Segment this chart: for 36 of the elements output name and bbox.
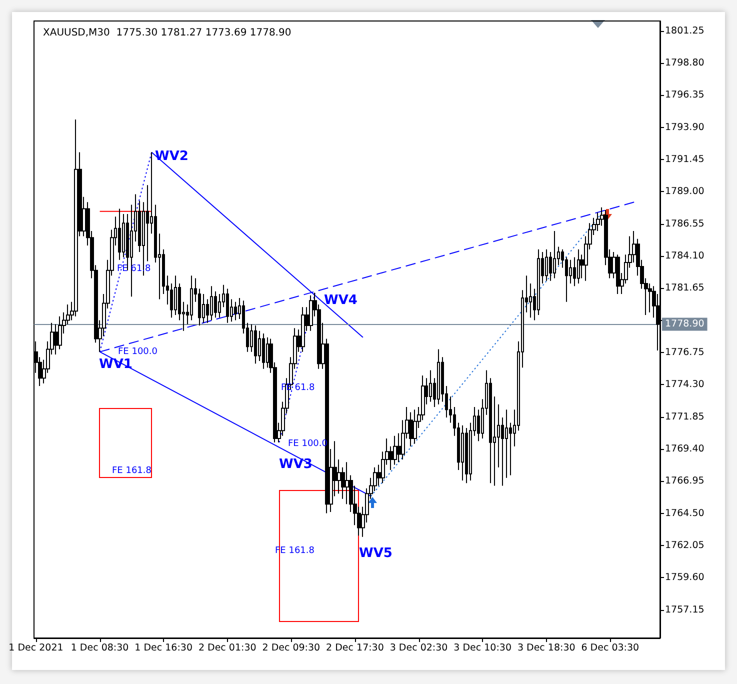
y-tick-label: 1764.50	[665, 508, 704, 519]
y-tick-label: 1781.65	[665, 282, 704, 294]
y-tick-label: 1791.45	[665, 154, 704, 165]
x-tick-label: 3 Dec 02:30	[390, 642, 448, 654]
x-tick-label: 3 Dec 18:30	[517, 642, 576, 654]
y-tick-label: 1771.85	[665, 411, 704, 422]
annotation: WV4	[324, 293, 358, 308]
annotation: WV2	[155, 149, 188, 164]
y-tick-label: 1759.60	[665, 572, 704, 584]
annotation: WV5	[359, 546, 392, 561]
y-tick-label: 1762.05	[665, 540, 704, 551]
annotation: FE 100.0	[118, 347, 158, 357]
y-tick-label: 1793.90	[665, 122, 704, 133]
y-tick-label: 1769.40	[665, 443, 704, 454]
x-tick-label: 2 Dec 01:30	[198, 642, 256, 654]
y-tick-label: 1798.80	[665, 58, 704, 69]
x-tick-label: 1 Dec 2021	[8, 642, 64, 654]
x-tick-label: 2 Dec 09:30	[262, 642, 320, 654]
y-tick-label: 1766.95	[665, 476, 704, 487]
y-tick-label: 1774.30	[665, 379, 704, 390]
text: XAUUSD,M30 1775.30 1781.27 1773.69 1778.90	[43, 28, 292, 38]
y-tick-label: 1796.35	[665, 90, 704, 101]
y-tick-label: 1776.75	[665, 346, 704, 358]
annotation: WV3	[279, 457, 312, 472]
y-tick-label: 1757.15	[665, 604, 704, 616]
x-tick-label: 1 Dec 08:30	[70, 642, 129, 654]
y-tick-label: 1801.25	[665, 25, 704, 36]
annotation: FE 161.8	[112, 466, 152, 476]
y-tick-label: 1786.55	[665, 218, 704, 230]
y-tick-label: 1789.00	[665, 186, 704, 198]
y-tick-label: 1784.10	[665, 250, 704, 262]
x-tick-label: 3 Dec 10:30	[454, 642, 512, 654]
x-tick-label: 1 Dec 16:30	[134, 642, 193, 654]
x-tick-label: 6 Dec 03:30	[581, 642, 640, 654]
ref-line-label: 1778.90	[665, 318, 704, 330]
x-tick-label: 2 Dec 17:30	[326, 642, 384, 654]
